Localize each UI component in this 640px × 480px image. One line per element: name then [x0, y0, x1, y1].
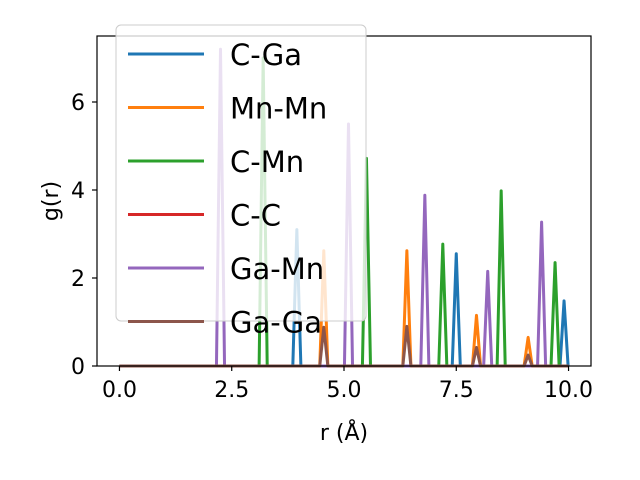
x-tick-label: 2.5 [214, 378, 249, 403]
x-tick-label: 10.0 [544, 378, 593, 403]
legend-box [115, 24, 367, 322]
legend-label: C-Ga [230, 38, 302, 72]
y-tick-label: 0 [71, 355, 85, 380]
legend-label: C-C [230, 199, 281, 233]
x-tick-label: 5.0 [327, 378, 362, 403]
legend-label: Ga-Ga [230, 306, 322, 340]
legend-label: Ga-Mn [230, 252, 324, 286]
y-axis-title: g(r) [39, 181, 64, 221]
legend-label: C-Mn [230, 145, 304, 179]
axes: 0.0 2.5 5.0 7.5 10.0 0 2 4 6 r (Å) g(r) [39, 35, 593, 446]
legend-label: Mn-Mn [230, 92, 327, 126]
x-axis-title: r (Å) [320, 419, 368, 446]
y-tick-label: 2 [71, 267, 85, 292]
y-tick-label: 4 [71, 179, 85, 204]
x-tick-label: 7.5 [439, 378, 474, 403]
legend: C-Ga Mn-Mn C-Mn C-C Ga-Mn Ga-Ga [115, 24, 367, 340]
y-tick-label: 6 [71, 91, 85, 116]
x-tick-label: 0.0 [102, 378, 137, 403]
